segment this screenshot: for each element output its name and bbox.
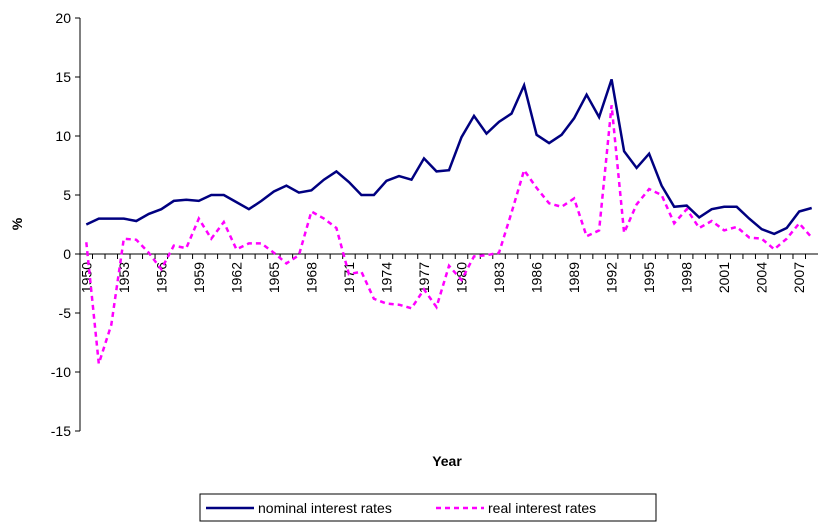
x-tick-label: 1989 <box>566 262 582 293</box>
y-tick-label: 15 <box>55 69 71 85</box>
x-tick-label: 1992 <box>604 262 620 293</box>
y-tick-label: 5 <box>63 187 71 203</box>
x-tick-label: 1977 <box>416 262 432 293</box>
x-tick-label: 1968 <box>303 262 319 293</box>
x-tick-label: 1962 <box>228 262 244 293</box>
x-tick-label: 1986 <box>529 262 545 293</box>
y-axis-label: % <box>9 217 25 230</box>
y-tick-label: 0 <box>63 246 71 262</box>
y-tick-label: -15 <box>51 423 71 439</box>
series-line <box>85 79 813 236</box>
y-tick-label: -5 <box>59 305 72 321</box>
y-tick-label: 10 <box>55 128 71 144</box>
legend-label: real interest rates <box>488 500 596 516</box>
x-tick-label: 2004 <box>754 262 770 293</box>
x-tick-label: 1974 <box>378 262 394 293</box>
series-line <box>85 105 813 365</box>
x-tick-label: 2001 <box>716 262 732 293</box>
legend-box <box>199 493 657 522</box>
y-tick-label: 20 <box>55 10 71 26</box>
x-tick-label: 1965 <box>266 262 282 293</box>
x-tick-label: 2007 <box>791 262 807 293</box>
x-tick-label: 1995 <box>641 262 657 293</box>
legend-label: nominal interest rates <box>258 500 392 516</box>
x-tick-label: 1959 <box>191 262 207 293</box>
x-axis-label: Year <box>432 453 462 469</box>
x-tick-label: 1956 <box>153 262 169 293</box>
x-tick-label: 1971 <box>341 262 357 293</box>
x-tick-label: 1980 <box>454 262 470 293</box>
x-tick-label: 1998 <box>679 262 695 293</box>
x-tick-label: 1983 <box>491 262 507 293</box>
y-tick-label: -10 <box>51 364 71 380</box>
